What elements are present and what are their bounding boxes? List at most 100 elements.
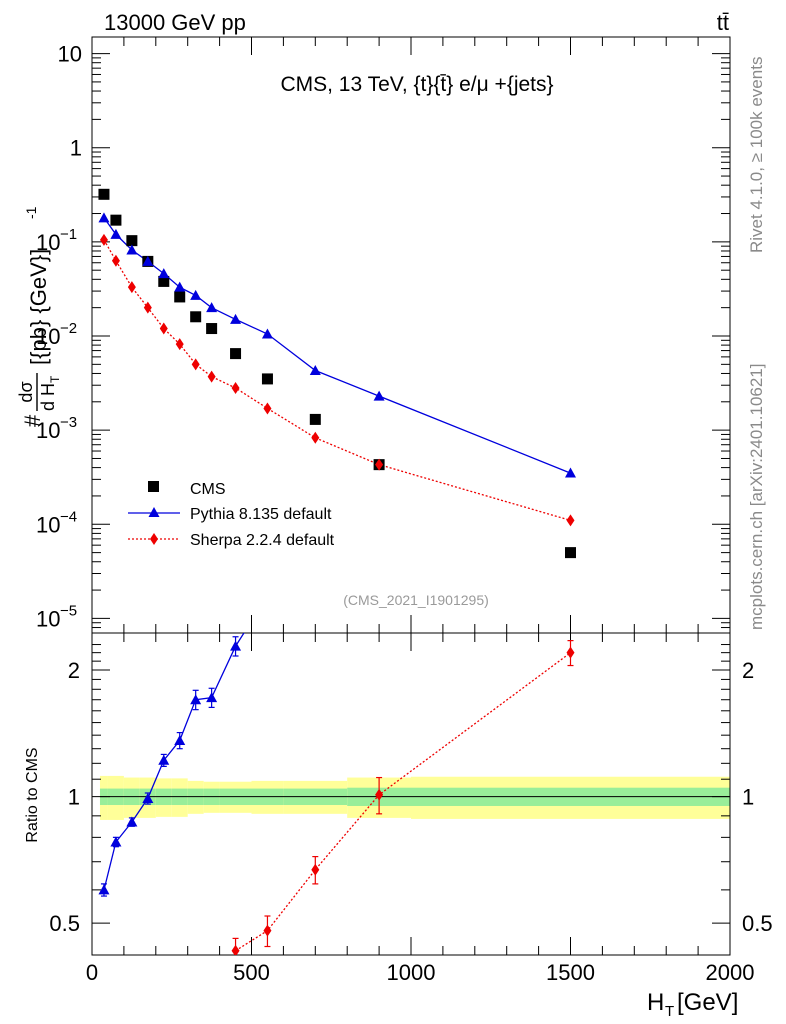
x-label-main: H bbox=[647, 989, 664, 1016]
ratio-y-tick-label: 0.5 bbox=[49, 911, 80, 936]
main-y-tick-label-exponent: −5 bbox=[60, 602, 77, 619]
legend-pythia-marker bbox=[148, 507, 160, 517]
main-y-tick-label: 1 bbox=[70, 136, 82, 161]
mcplots-source-label: mcplots.cern.ch [arXiv:2401.10621] bbox=[747, 364, 766, 630]
cms-point bbox=[206, 323, 218, 335]
analysis-label: (CMS_2021_I1901295) bbox=[343, 592, 489, 608]
cms-point bbox=[98, 188, 110, 200]
ratio-pythia-line bbox=[103, 633, 245, 891]
ratio-sherpa-line bbox=[235, 652, 571, 952]
legend: CMS Pythia 8.135 default Sherpa 2.2.4 de… bbox=[128, 481, 335, 549]
pythia-point bbox=[110, 228, 122, 239]
main-y-tick-label-exponent: −4 bbox=[60, 508, 77, 525]
pythia-point bbox=[309, 365, 321, 376]
header-collision-label: 13000 GeV pp bbox=[104, 10, 246, 35]
ratio-series-clipped bbox=[98, 633, 575, 955]
cms-point bbox=[190, 311, 202, 323]
sherpa-point bbox=[143, 301, 152, 314]
ratio-y-tick-label-right: 1 bbox=[742, 785, 754, 810]
ratio-sherpa-point bbox=[263, 924, 272, 937]
y-label-unit: [{pb} {GeV}] bbox=[26, 249, 51, 365]
x-tick-label: 500 bbox=[233, 960, 270, 985]
cms-point bbox=[126, 235, 138, 247]
sherpa-point bbox=[207, 370, 216, 383]
main-y-tick-label: 10 bbox=[58, 42, 82, 67]
sherpa-point bbox=[311, 431, 320, 444]
legend-pythia-label: Pythia 8.135 default bbox=[190, 506, 332, 523]
cms-point bbox=[309, 413, 321, 425]
pythia-point bbox=[230, 313, 242, 324]
main-y-tick-label-exponent: −3 bbox=[60, 414, 77, 431]
ratio-pythia-point bbox=[174, 734, 186, 745]
ratio-pythia-point bbox=[230, 640, 242, 651]
main-series-layer bbox=[98, 188, 576, 559]
legend-sherpa-marker bbox=[150, 533, 158, 545]
plot-title: CMS, 13 TeV, {t}{t̄} e/μ +{jets} bbox=[280, 73, 553, 96]
cms-point bbox=[261, 373, 273, 385]
main-y-tick-label: 10 −5 bbox=[36, 602, 77, 631]
legend-cms-label: CMS bbox=[190, 481, 226, 498]
x-tick-label: 2000 bbox=[706, 960, 755, 985]
x-label-unit: [GeV] bbox=[677, 989, 738, 1016]
sherpa-point bbox=[566, 514, 575, 527]
sherpa-point bbox=[231, 382, 240, 395]
main-y-tick-label-base: 10 bbox=[36, 230, 60, 255]
ratio-y-axis-label: Ratio to CMS bbox=[24, 747, 41, 842]
y-label-numerator: dσ bbox=[16, 381, 36, 402]
ratio-uncertainty-band bbox=[99, 775, 730, 820]
ratio-pythia-point bbox=[206, 692, 218, 703]
main-y-tick-label-base: 10 bbox=[36, 324, 60, 349]
cms-point bbox=[110, 214, 122, 226]
x-tick-label: 1500 bbox=[546, 960, 595, 985]
sherpa-point bbox=[375, 458, 384, 471]
ratio-pythia-point bbox=[142, 792, 154, 803]
cms-point bbox=[174, 291, 186, 303]
main-y-tick-label: 10 −3 bbox=[36, 414, 77, 443]
ratio-y-tick-label: 1 bbox=[68, 785, 80, 810]
ratio-sherpa-point bbox=[375, 788, 384, 801]
sherpa-point bbox=[127, 281, 136, 294]
legend-sherpa-label: Sherpa 2.2.4 default bbox=[190, 532, 335, 549]
pythia-point bbox=[190, 289, 202, 300]
ratio-pythia-point bbox=[98, 884, 110, 895]
y-label-denominator: d H bbox=[38, 383, 58, 411]
main-y-tick-label-base: 10 bbox=[36, 606, 60, 631]
main-y-tick-label-base: 10 bbox=[36, 418, 60, 443]
main-y-tick-label-base: 1 bbox=[70, 136, 82, 161]
x-tick-label: 1000 bbox=[387, 960, 436, 985]
pythia-point bbox=[373, 390, 385, 401]
sherpa-point bbox=[263, 402, 272, 415]
rivet-version-label: Rivet 4.1.0, ≥ 100k events bbox=[747, 57, 766, 253]
ratio-y-tick-label: 2 bbox=[68, 658, 80, 683]
cms-point bbox=[158, 275, 170, 287]
main-y-tick-label: 10 −1 bbox=[36, 226, 77, 255]
ratio-sherpa-point bbox=[231, 944, 240, 955]
main-y-tick-label-base: 10 bbox=[36, 512, 60, 537]
pythia-point bbox=[142, 255, 154, 266]
y-label-denominator-sub: T bbox=[48, 375, 62, 383]
main-y-tick-label-exponent: −1 bbox=[60, 226, 77, 243]
pythia-point bbox=[174, 281, 186, 292]
main-y-tick-label-base: 10 bbox=[58, 42, 82, 67]
pythia-point bbox=[261, 328, 273, 339]
ratio-series-layer bbox=[98, 633, 575, 955]
x-tick-label: 0 bbox=[86, 960, 98, 985]
pythia-point bbox=[565, 467, 576, 478]
header-process-label: tt̄ bbox=[717, 10, 729, 35]
sherpa-point bbox=[99, 233, 108, 246]
sherpa-point bbox=[111, 254, 120, 267]
pythia-point bbox=[98, 212, 110, 223]
main-y-tick-label: 10 −2 bbox=[36, 320, 77, 349]
pythia-point bbox=[126, 244, 138, 255]
sherpa-point bbox=[191, 358, 200, 371]
sherpa-point bbox=[159, 322, 168, 335]
x-label-sub: T bbox=[665, 1003, 674, 1020]
pythia-point bbox=[158, 268, 170, 279]
sherpa-point bbox=[175, 338, 184, 351]
ratio-pythia-point bbox=[126, 816, 138, 827]
ratio-sherpa-point bbox=[566, 646, 575, 659]
main-y-tick-label: 10 −4 bbox=[36, 508, 77, 537]
cms-point bbox=[230, 348, 242, 360]
